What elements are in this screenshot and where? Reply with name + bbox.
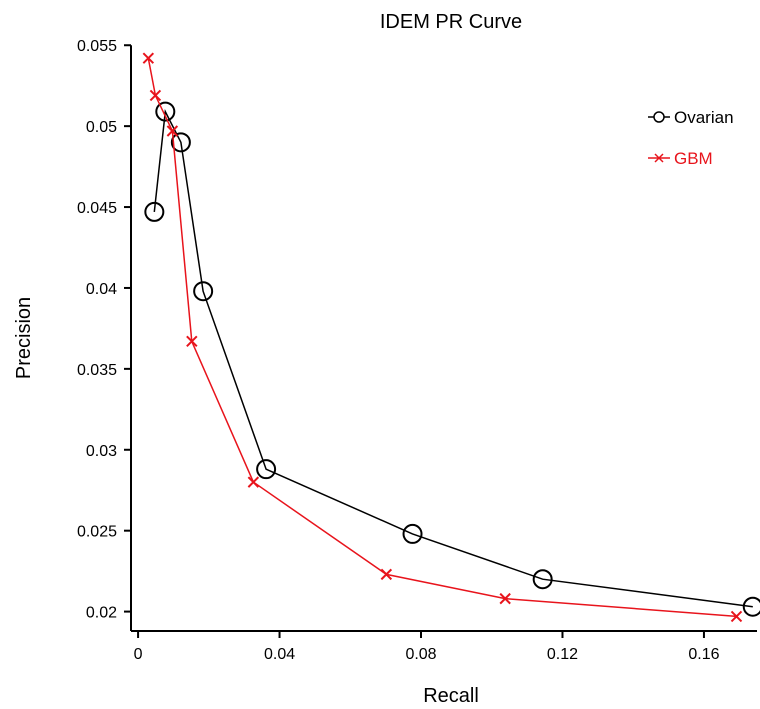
y-tick-label: 0.05 bbox=[86, 119, 117, 136]
x-axis-label: Recall bbox=[423, 685, 479, 707]
x-tick-label: 0 bbox=[134, 646, 143, 663]
x-tick-label: 0.16 bbox=[688, 646, 719, 663]
gbm-point bbox=[186, 335, 198, 348]
gbm-series-line bbox=[147, 58, 737, 618]
axes: 0.02 0.025 0.03 0.035 0.04 0.045 0.05 0.055 0 0.0… bbox=[77, 38, 757, 663]
ovarian-point bbox=[256, 459, 277, 480]
y-tick-label: 0.02 bbox=[86, 605, 117, 622]
y-axis-label: Precision bbox=[13, 297, 35, 379]
legend-marker-x bbox=[654, 153, 664, 163]
y-tick-label: 0.03 bbox=[86, 443, 117, 460]
ovarian-point bbox=[155, 101, 176, 122]
ovarian-point bbox=[170, 132, 191, 153]
legend-label: Ovarian bbox=[674, 108, 734, 127]
ovarian-point bbox=[144, 201, 165, 222]
series-layer bbox=[142, 52, 760, 623]
ovarian-point bbox=[532, 569, 553, 590]
y-tick-label: 0.055 bbox=[77, 38, 117, 55]
x-tick-label: 0.12 bbox=[547, 646, 578, 663]
gbm-point bbox=[149, 89, 162, 102]
x-tick-label: 0.04 bbox=[264, 646, 295, 663]
ovarian-series-line bbox=[153, 109, 753, 608]
ovarian-point bbox=[193, 281, 214, 302]
legend-marker-circle bbox=[653, 111, 665, 123]
legend-item-ovarian: Ovarian bbox=[648, 108, 734, 127]
chart-title: IDEM PR Curve bbox=[380, 11, 522, 33]
y-tick-label: 0.04 bbox=[86, 281, 117, 298]
gbm-point bbox=[247, 476, 260, 488]
gbm-point bbox=[142, 52, 155, 64]
ovarian-point bbox=[402, 523, 423, 544]
gbm-point bbox=[730, 610, 743, 623]
y-tick-label: 0.035 bbox=[77, 362, 117, 379]
gbm-point bbox=[499, 592, 511, 605]
x-tick-label: 0.08 bbox=[405, 646, 436, 663]
legend-label: GBM bbox=[674, 149, 713, 168]
gbm-point bbox=[380, 568, 393, 581]
gbm-point bbox=[166, 125, 179, 137]
legend-item-gbm: GBM bbox=[648, 149, 713, 168]
y-tick-label: 0.045 bbox=[77, 200, 117, 217]
legend: Ovarian GBM bbox=[648, 108, 734, 168]
y-tick-label: 0.025 bbox=[77, 524, 117, 541]
ovarian-point bbox=[742, 596, 760, 617]
